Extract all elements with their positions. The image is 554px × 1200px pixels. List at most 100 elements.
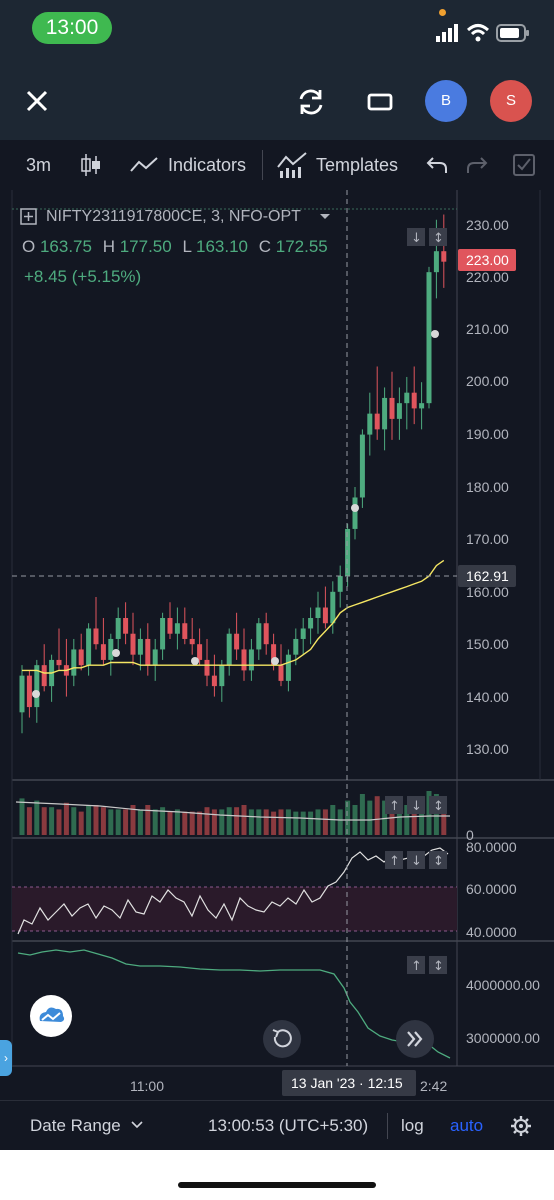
event-marker[interactable] <box>112 649 120 657</box>
volume-bar <box>152 809 158 835</box>
volume-bar <box>263 809 269 835</box>
templates-button[interactable]: Templates <box>316 155 399 175</box>
broker-logo-button[interactable] <box>30 995 72 1037</box>
rsi-tick: 80.0000 <box>466 839 517 855</box>
home-indicator-area <box>0 1150 554 1200</box>
log-scale-toggle[interactable]: log <box>401 1116 424 1135</box>
obv-line <box>17 949 451 1059</box>
volume-bar <box>189 811 195 835</box>
volume-bar <box>367 800 373 835</box>
svg-text:↕: ↕ <box>433 854 444 869</box>
chart-area[interactable]: 230.00 220.00 210.00 200.00 190.00 180.0… <box>0 190 554 1100</box>
symbol-title[interactable]: NIFTY2311917800CE, 3, NFO-OPT <box>46 208 301 225</box>
chart-canvas[interactable]: 230.00 220.00 210.00 200.00 190.00 180.0… <box>0 190 554 1100</box>
volume-pane-controls[interactable]: ↑ ↓ ↕ <box>385 796 447 814</box>
candle-body <box>404 392 410 404</box>
price-pane-controls[interactable]: ↓ ↕ <box>407 228 447 246</box>
candle-body <box>78 649 84 666</box>
obv-pane-controls[interactable]: ↑ ↕ <box>407 956 447 974</box>
price-tick: 190.00 <box>466 426 509 442</box>
candle-type-icon[interactable] <box>80 153 102 177</box>
avatar-b[interactable]: B <box>425 80 467 122</box>
event-marker[interactable] <box>191 657 199 665</box>
low-label: L <box>182 237 192 256</box>
close-icon[interactable] <box>26 90 48 112</box>
home-indicator[interactable] <box>178 1182 376 1188</box>
crosshair-price-badge <box>458 565 516 587</box>
battery-icon <box>496 24 529 42</box>
volume-bar <box>197 811 203 835</box>
reset-chart-button[interactable] <box>263 1020 301 1058</box>
undo-icon[interactable] <box>426 155 448 175</box>
candle-body <box>315 607 321 618</box>
price-tick: 170.00 <box>466 531 509 547</box>
candle-body <box>374 413 380 430</box>
candle-body <box>115 618 121 639</box>
volume-bar <box>56 809 62 835</box>
price-axis[interactable]: 230.00 220.00 210.00 200.00 190.00 180.0… <box>466 217 509 757</box>
candle-body <box>56 659 62 666</box>
status-bar: 13:00 <box>0 0 554 60</box>
volume-bar <box>49 807 55 835</box>
price-tick: 200.00 <box>466 373 509 389</box>
redo-icon[interactable] <box>466 155 488 175</box>
event-marker[interactable] <box>32 690 40 698</box>
event-marker[interactable] <box>351 504 359 512</box>
candle-body <box>352 497 358 529</box>
date-range-button[interactable]: Date Range <box>30 1116 121 1135</box>
candle-body <box>26 675 32 708</box>
volume-bar <box>137 809 143 835</box>
volume-bar <box>396 805 402 835</box>
event-marker[interactable] <box>431 330 439 338</box>
candle-body <box>389 397 395 419</box>
toolbar-divider <box>262 150 263 180</box>
gear-icon[interactable] <box>510 1115 532 1137</box>
side-panel-toggle[interactable]: › <box>0 1040 12 1076</box>
double-chevron-right-icon <box>407 1031 423 1047</box>
price-pane <box>12 190 457 780</box>
checkbox-icon[interactable] <box>512 153 536 177</box>
indicators-icon[interactable] <box>130 156 158 174</box>
svg-text:↓: ↓ <box>411 799 422 814</box>
candle-body <box>86 628 92 666</box>
price-tick: 140.00 <box>466 689 509 705</box>
candle-body <box>308 618 314 629</box>
volume-bar <box>389 798 395 835</box>
candle-body <box>278 665 284 681</box>
window-icon[interactable] <box>367 93 393 111</box>
volume-bar <box>174 809 180 835</box>
refresh-icon[interactable] <box>296 87 326 117</box>
svg-text:↓: ↓ <box>411 854 422 869</box>
avatar-s[interactable]: S <box>490 80 532 122</box>
candle-body <box>382 397 388 430</box>
auto-scale-toggle[interactable]: auto <box>450 1116 484 1135</box>
candle-body <box>271 644 277 666</box>
volume-bar <box>123 809 129 835</box>
templates-icon[interactable] <box>277 151 307 179</box>
add-symbol-icon[interactable] <box>20 208 38 226</box>
volume-bar <box>26 807 32 835</box>
volume-bar <box>160 807 166 835</box>
symbol-dropdown-icon[interactable] <box>319 213 331 221</box>
recording-indicator-icon <box>439 9 446 16</box>
chevron-down-icon[interactable] <box>131 1121 143 1129</box>
indicators-button[interactable]: Indicators <box>168 155 247 175</box>
volume-bar <box>100 807 106 835</box>
high-label: H <box>102 237 115 256</box>
event-marker[interactable] <box>271 657 279 665</box>
open-label: O <box>22 237 36 256</box>
change-value: +8.45 (+5.15%) <box>24 267 142 286</box>
candle-body <box>197 644 203 660</box>
rsi-pane-controls[interactable]: ↑ ↓ ↕ <box>385 851 447 869</box>
volume-bar <box>382 800 388 835</box>
volume-bar <box>108 809 114 835</box>
candle-body <box>248 649 254 671</box>
candle-body <box>337 576 343 592</box>
open-value: 163.75 <box>39 237 92 256</box>
volume-bar <box>211 809 217 835</box>
volume-bar <box>285 809 291 835</box>
scroll-to-latest-button[interactable] <box>396 1020 434 1058</box>
volume-bar <box>63 802 69 835</box>
volume-bar <box>337 809 343 835</box>
interval-button[interactable]: 3m <box>26 155 52 175</box>
